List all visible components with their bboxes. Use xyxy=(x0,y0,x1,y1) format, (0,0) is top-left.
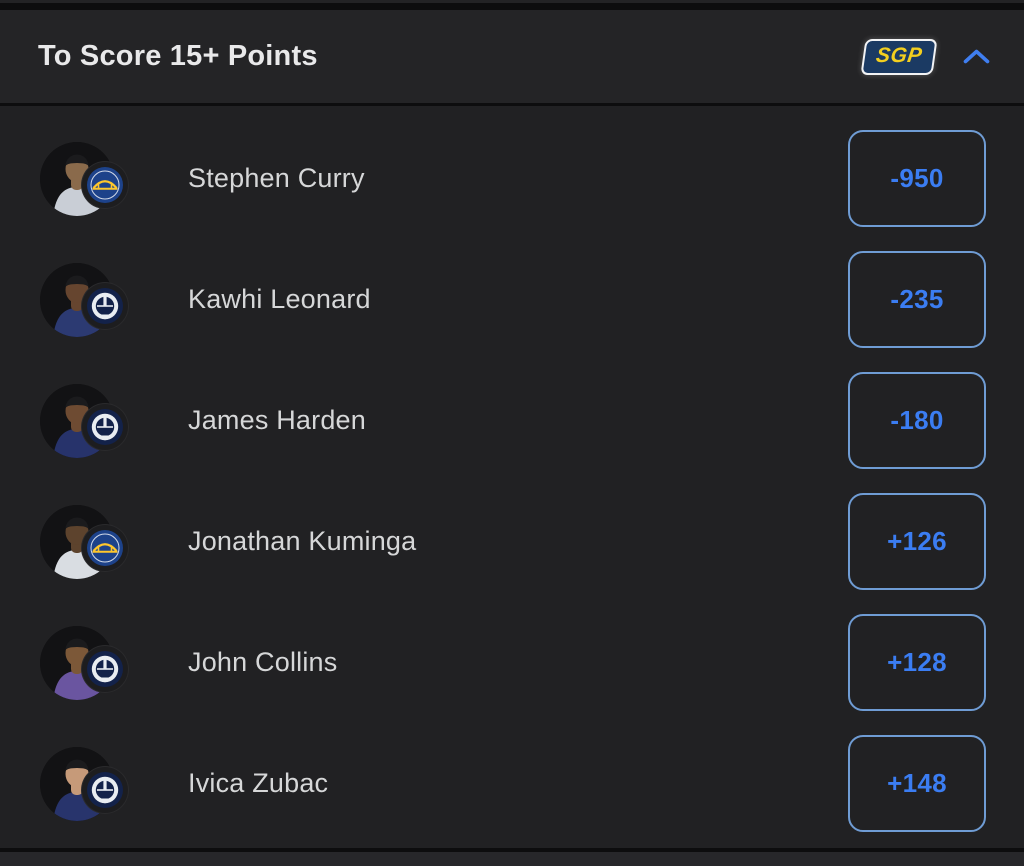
team-logo-clippers-icon xyxy=(82,282,128,329)
team-logo-warriors-icon xyxy=(82,524,128,571)
player-avatar xyxy=(40,625,172,700)
next-section-edge xyxy=(0,852,1024,866)
sgp-badge: SGP xyxy=(860,38,938,75)
odds-button[interactable]: +148 xyxy=(848,735,986,832)
odds-button[interactable]: -180 xyxy=(848,372,986,469)
collapse-section-button[interactable] xyxy=(963,49,990,64)
player-prop-row: James Harden -180 xyxy=(0,360,1024,481)
player-avatar xyxy=(40,262,172,337)
player-prop-list: Stephen Curry -950 Kawhi Leonard -235 xyxy=(0,106,1024,844)
player-name: Stephen Curry xyxy=(188,163,365,193)
player-prop-row: John Collins +128 xyxy=(0,602,1024,723)
player-name: Jonathan Kuminga xyxy=(188,526,417,556)
player-name: Kawhi Leonard xyxy=(188,284,371,314)
section-divider xyxy=(0,848,1024,852)
odds-button[interactable]: +126 xyxy=(848,493,986,590)
player-avatar xyxy=(40,746,172,821)
market-header[interactable]: To Score 15+ Points SGP xyxy=(0,10,1024,106)
player-prop-row: Jonathan Kuminga +126 xyxy=(0,481,1024,602)
player-avatar xyxy=(40,504,172,579)
team-logo-warriors-icon xyxy=(82,161,128,208)
team-logo-clippers-icon xyxy=(82,403,128,450)
player-name: John Collins xyxy=(188,647,338,677)
previous-section-edge xyxy=(0,0,1024,3)
section-divider xyxy=(0,3,1024,10)
header-controls: SGP xyxy=(860,38,990,75)
chevron-up-icon xyxy=(963,49,990,64)
player-avatar xyxy=(40,141,172,216)
odds-button[interactable]: -235 xyxy=(848,251,986,348)
sgp-badge-label: SGP xyxy=(874,43,924,67)
player-prop-row: Kawhi Leonard -235 xyxy=(0,239,1024,360)
player-name: James Harden xyxy=(188,405,366,435)
market-title: To Score 15+ Points xyxy=(38,40,318,72)
player-prop-row: Ivica Zubac +148 xyxy=(0,723,1024,844)
odds-button[interactable]: +128 xyxy=(848,614,986,711)
player-prop-row: Stephen Curry -950 xyxy=(0,118,1024,239)
team-logo-clippers-icon xyxy=(82,766,128,813)
odds-button[interactable]: -950 xyxy=(848,130,986,227)
player-avatar xyxy=(40,383,172,458)
player-name: Ivica Zubac xyxy=(188,768,329,798)
team-logo-clippers-icon xyxy=(82,645,128,692)
